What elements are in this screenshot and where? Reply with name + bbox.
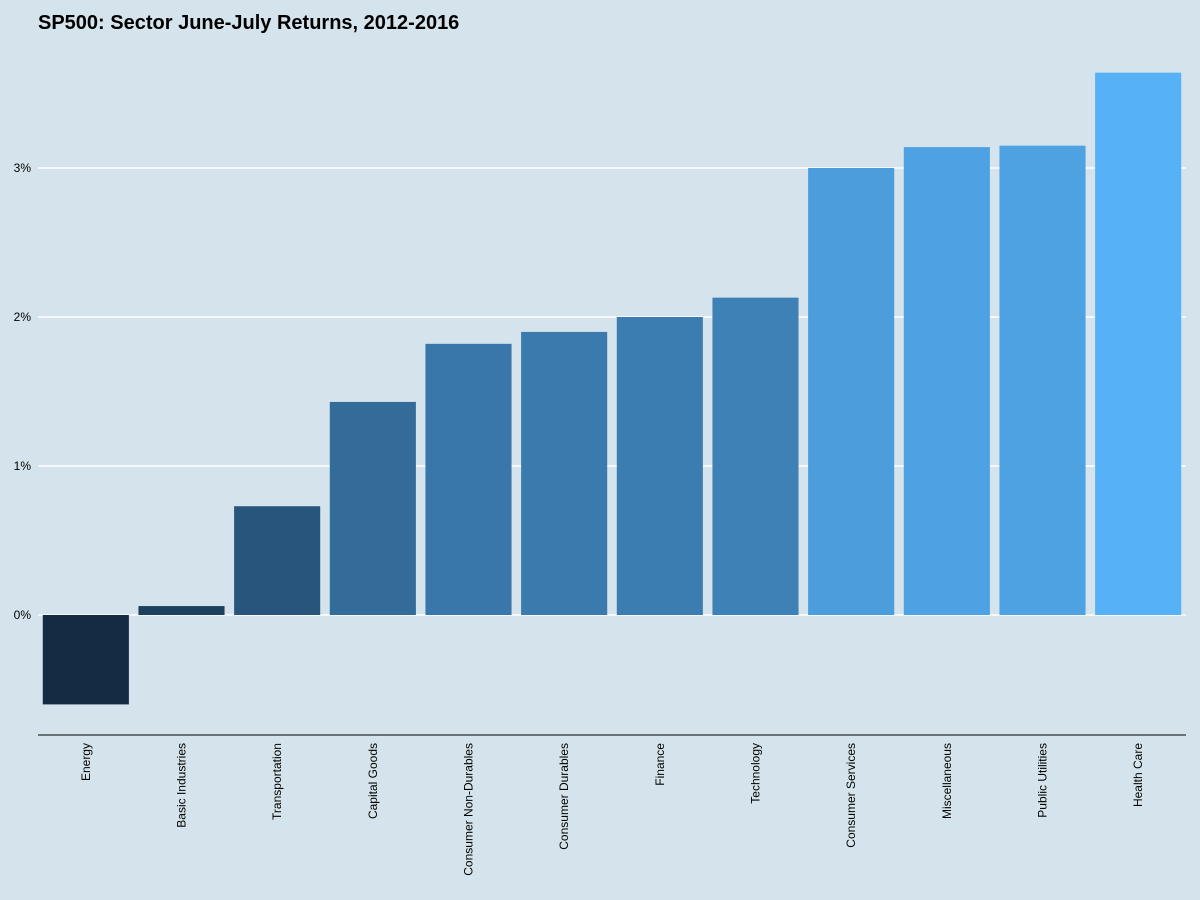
x-tick-label: Technology [749,743,763,804]
bar-public-utilities [999,145,1086,615]
x-tick-label: Miscellaneous [940,743,954,819]
gridlines [38,167,1186,616]
x-tick-label: Energy [79,743,93,781]
bar-energy [42,615,129,705]
bar-consumer-services [808,168,895,615]
bar-miscellaneous [903,147,990,615]
bars [42,72,1182,705]
bar-capital-goods [329,401,416,615]
bar-transportation [234,506,321,615]
x-tick-label: Basic Industries [175,743,189,828]
y-tick-label: 1% [14,459,32,473]
x-tick-label: Consumer Non-Durables [462,743,476,876]
bar-technology [712,297,799,615]
bar-basic-industries [138,606,225,615]
x-tick-label: Consumer Durables [557,743,571,850]
x-tick-label: Consumer Services [844,743,858,848]
y-tick-label: 0% [14,608,32,622]
y-tick-label: 3% [14,161,32,175]
bar-consumer-durables [521,331,608,615]
chart-title: SP500: Sector June-July Returns, 2012-20… [38,12,460,34]
x-tick-label: Capital Goods [366,743,380,819]
x-tick-label: Health Care [1131,743,1145,807]
x-axis: Energy Basic Industries Transportation Capi… [38,734,1186,876]
bar-finance [616,317,703,615]
bar-health-care [1095,72,1182,615]
y-tick-label: 2% [14,310,32,324]
y-axis: 0% 1% 2% 3% [14,161,32,622]
x-tick-label: Finance [653,743,667,786]
bar-consumer-non-durables [425,343,512,615]
x-tick-label: Public Utilities [1036,743,1050,818]
x-tick-label: Transportation [270,743,284,820]
